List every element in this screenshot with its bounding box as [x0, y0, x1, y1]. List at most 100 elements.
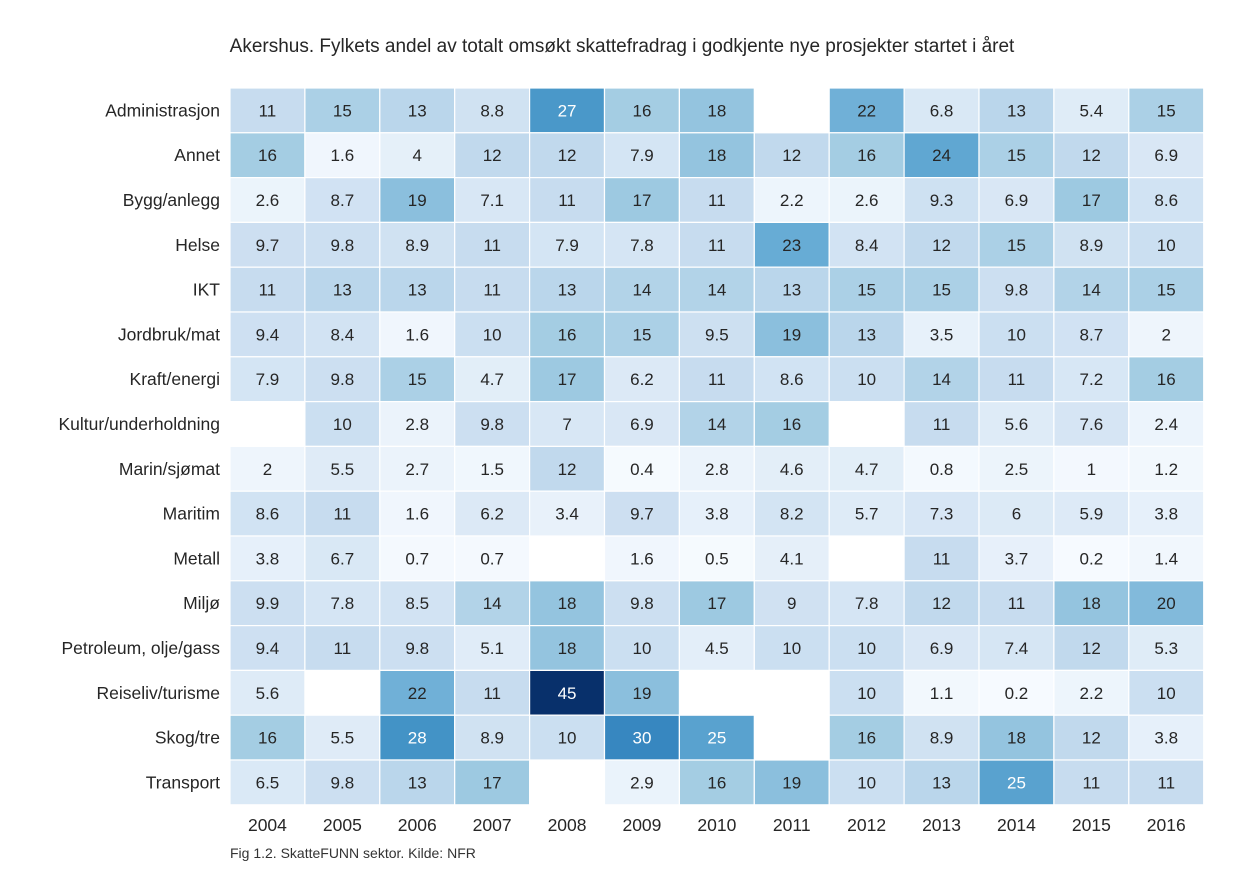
heatmap-cell [379, 221, 456, 268]
row-label: Administrasjon [105, 100, 220, 120]
cell-value-label: 22 [408, 684, 427, 703]
column-label: 2014 [997, 815, 1036, 835]
row-label: Bygg/anlegg [123, 190, 220, 210]
cell-value-label: 11 [708, 370, 726, 389]
heatmap-cell [603, 221, 681, 268]
heatmap-cell [379, 311, 456, 358]
cell-value-label: 15 [632, 325, 651, 344]
cell-value-label: 11 [334, 639, 352, 658]
heatmap-cell [678, 759, 755, 806]
cell-value-label: 1.6 [405, 325, 429, 344]
cell-value-label: 1.2 [1154, 460, 1178, 479]
column-label: 2016 [1147, 815, 1186, 835]
cell-value-label: 13 [1007, 101, 1026, 120]
heatmap-cell [1053, 401, 1130, 448]
heatmap-cell [828, 669, 905, 716]
heatmap-cell [1128, 759, 1205, 806]
cell-value-label: 27 [558, 101, 577, 120]
heatmap-cell [1128, 356, 1205, 403]
heatmap-cell [1128, 221, 1205, 268]
heatmap-cell [304, 759, 381, 806]
cell-value-label: 0.2 [1005, 684, 1029, 703]
chart-title: Akershus. Fylkets andel av totalt omsøkt… [229, 36, 1015, 57]
cell-value-label: 7.9 [555, 236, 579, 255]
heatmap-cell [603, 87, 681, 134]
cell-value-label: 5.7 [855, 505, 879, 524]
row-label: Transport [146, 772, 220, 792]
cell-value-label: 6.7 [331, 549, 355, 568]
column-label: 2004 [248, 815, 287, 835]
heatmap-cell [978, 311, 1055, 358]
heatmap-cell [903, 580, 980, 627]
cell-value-label: 11 [483, 281, 501, 300]
heatmap-cell [454, 221, 531, 268]
cell-value-label: 8.4 [331, 325, 355, 344]
heatmap-cell [978, 177, 1055, 224]
cell-value-label: 8.7 [1080, 325, 1104, 344]
heatmap-cell [678, 87, 755, 134]
cell-value-label: 13 [782, 281, 801, 300]
heatmap-cell [1053, 221, 1130, 268]
cell-value-label: 10 [857, 773, 876, 792]
heatmap-cell [903, 445, 980, 492]
cell-value-label: 10 [1157, 684, 1176, 703]
cell-value-label: 14 [1082, 281, 1101, 300]
row-label: Skog/tre [155, 728, 220, 748]
heatmap-cell [753, 311, 830, 358]
cell-value-label: 18 [707, 101, 726, 120]
cell-value-label: 30 [632, 729, 651, 748]
cell-value-label: 6.8 [930, 101, 954, 120]
heatmap-cell [1053, 356, 1130, 403]
row-label: Miljø [183, 593, 220, 613]
heatmap-cell [678, 624, 755, 671]
heatmap-cell [528, 714, 606, 761]
cell-value-label: 7.6 [1080, 415, 1104, 434]
cell-value-label: 11 [708, 191, 726, 210]
cell-value-label: 9.8 [405, 639, 429, 658]
cell-value-label: 11 [259, 101, 277, 120]
heatmap-cell [1128, 714, 1205, 761]
cell-value-label: 8.7 [331, 191, 355, 210]
cell-value-label: 12 [932, 594, 951, 613]
cell-value-label: 11 [1083, 773, 1101, 792]
cell-value-label: 1.6 [331, 146, 355, 165]
heatmap-cell [978, 669, 1055, 716]
cell-value-label: 20 [1157, 594, 1176, 613]
cell-value-label: 0.5 [705, 549, 729, 568]
heatmap-cell [379, 669, 456, 716]
cell-value-label: 6.9 [630, 415, 654, 434]
row-label: Helse [175, 235, 220, 255]
heatmap-cell [528, 669, 606, 716]
cell-value-label: 16 [707, 773, 726, 792]
cell-value-label: 1.4 [1154, 549, 1178, 568]
heatmap-cell [304, 445, 381, 492]
cell-value-label: 2 [263, 460, 272, 479]
heatmap-cell [903, 87, 980, 134]
cell-value-label: 5.5 [331, 460, 355, 479]
cell-value-label: 0.7 [480, 549, 504, 568]
heatmap-cell [454, 669, 531, 716]
cell-value-label: 3.8 [705, 505, 729, 524]
row-labels: Administrasjon Annet Bygg/anlegg Helse IKT Jo… [58, 100, 220, 792]
heatmap-cell [304, 624, 381, 671]
heatmap-cell [528, 87, 606, 134]
heatmap-cell [454, 535, 531, 582]
cell-value-label: 6.9 [930, 639, 954, 658]
cell-value-label: 4.7 [855, 460, 879, 479]
heatmap-cell [1053, 87, 1130, 134]
row-label: Reiseliv/turisme [97, 683, 221, 703]
cell-value-label: 16 [558, 325, 577, 344]
heatmap-cell [753, 580, 830, 627]
cell-value-label: 3.7 [1005, 549, 1029, 568]
cell-value-label: 15 [1157, 101, 1176, 120]
cell-value-label: 6.9 [1005, 191, 1029, 210]
heatmap-cell [978, 624, 1055, 671]
heatmap-cell [753, 490, 830, 537]
cell-value-label: 3.8 [1154, 505, 1178, 524]
cell-value-label: 5.3 [1154, 639, 1178, 658]
heatmap-cell [1128, 669, 1205, 716]
cell-value-label: 10 [1157, 236, 1176, 255]
heatmap-cell [304, 490, 381, 537]
cell-value-label: 6.5 [256, 773, 280, 792]
cell-value-label: 9.8 [331, 370, 355, 389]
